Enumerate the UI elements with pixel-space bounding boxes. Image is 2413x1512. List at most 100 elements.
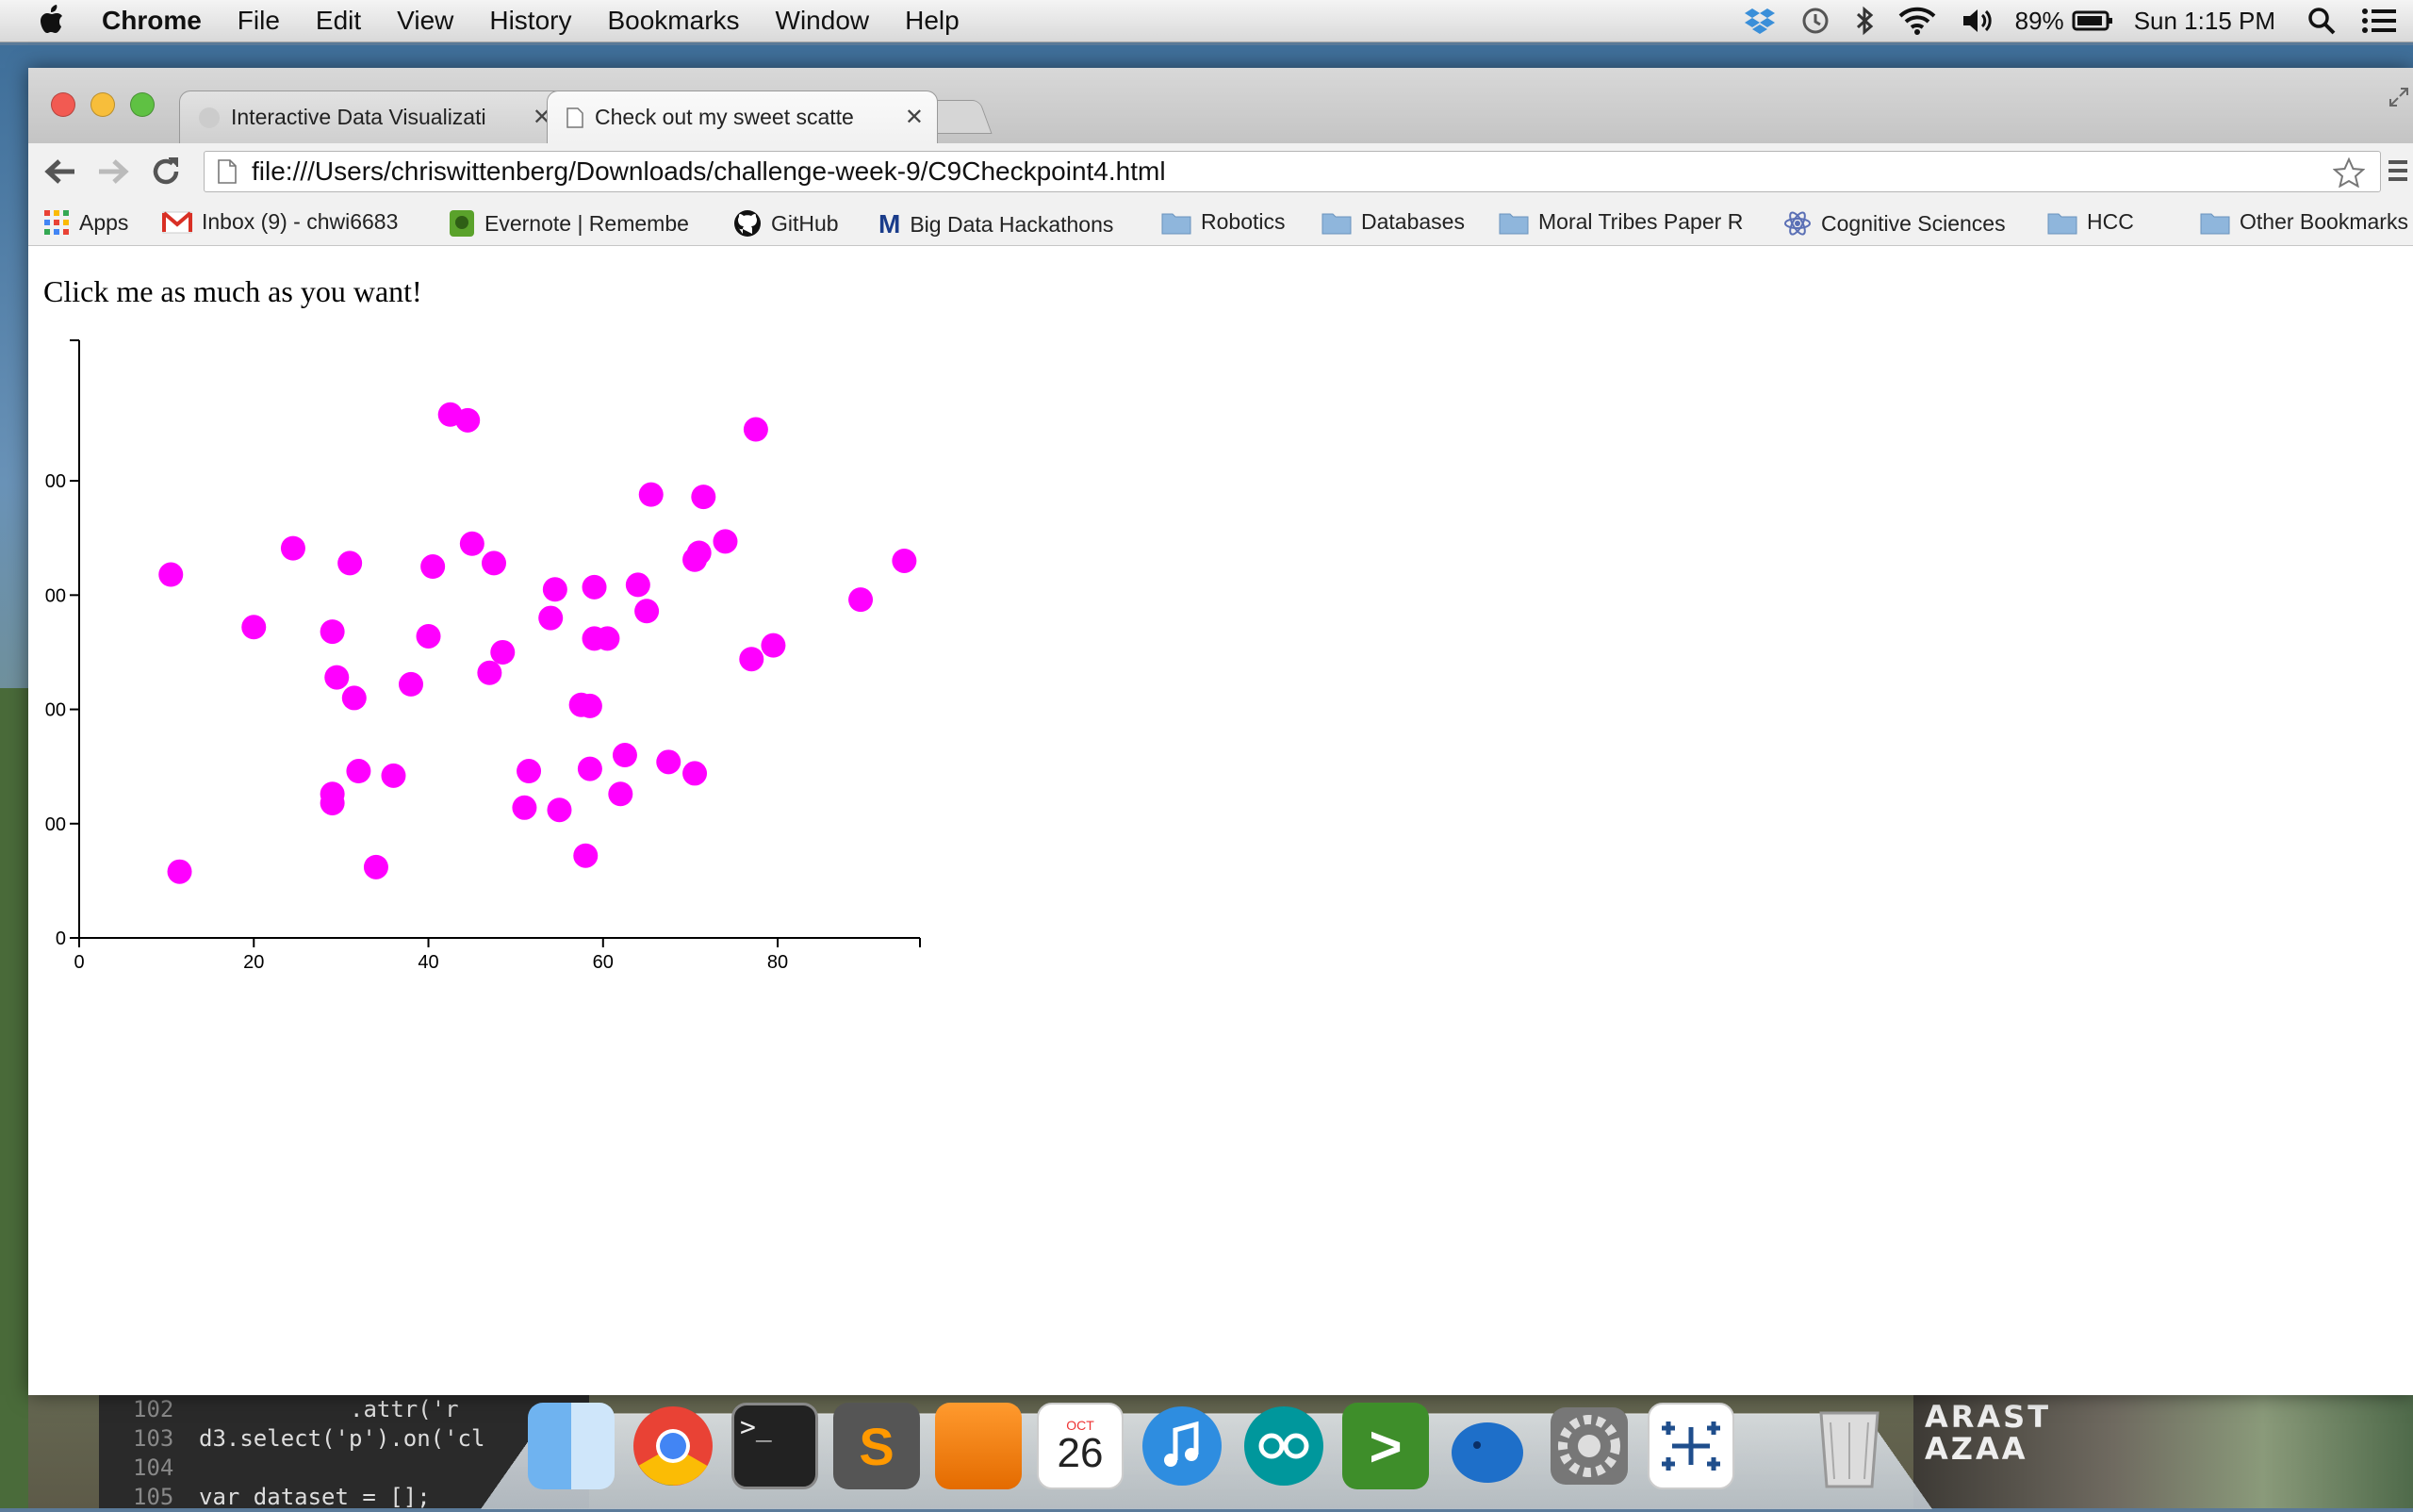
back-button[interactable]	[41, 153, 79, 190]
y-tick-label: 00	[45, 585, 66, 606]
x-tick-label: 80	[767, 952, 788, 973]
bookmark-robotics[interactable]: Robotics	[1161, 209, 1285, 235]
bookmark-other[interactable]: Other Bookmarks	[2200, 209, 2408, 235]
line-number: 104	[133, 1454, 199, 1483]
gmail-icon	[162, 211, 192, 234]
window-controls	[51, 92, 170, 117]
scatter-point	[517, 759, 541, 783]
tab-scatterplot[interactable]: Check out my sweet scatte ✕	[547, 90, 938, 143]
minimize-window-button[interactable]	[90, 92, 115, 117]
bookmark-label: Robotics	[1201, 209, 1285, 235]
scatter-point	[490, 640, 515, 665]
menu-bookmarks[interactable]: Bookmarks	[607, 6, 739, 36]
bookmark-inbox[interactable]: Inbox (9) - chwi6683	[162, 209, 398, 235]
scatter-point	[455, 408, 480, 433]
x-tick-label: 0	[74, 952, 84, 973]
battery-percent[interactable]: 89%	[2015, 7, 2064, 36]
bookmark-label: HCC	[2087, 209, 2134, 235]
y-tick-label: 00	[45, 814, 66, 835]
scatter-point	[608, 781, 632, 806]
tableau-icon[interactable]	[1648, 1403, 1734, 1489]
scatter-point	[543, 577, 567, 601]
bookmark-databases[interactable]: Databases	[1321, 209, 1465, 235]
chrome-menu-icon[interactable]	[2385, 158, 2413, 188]
banner-text: ARAST AZAA	[1925, 1401, 2051, 1465]
spotlight-icon[interactable]	[2307, 7, 2336, 35]
scatter-point	[626, 572, 650, 597]
bookmark-label: Apps	[79, 210, 128, 236]
scatter-point	[578, 694, 602, 718]
terminal-icon[interactable]: >_	[731, 1403, 818, 1489]
apps-grid-icon	[43, 209, 70, 236]
background-photo: ARAST AZAA	[1913, 1395, 2413, 1508]
dropbox-icon[interactable]	[1744, 7, 1776, 35]
time-machine-icon[interactable]	[1800, 6, 1830, 36]
bookmark-moral-tribes[interactable]: Moral Tribes Paper R	[1499, 209, 1743, 235]
line-number: 103	[133, 1424, 199, 1454]
bookmark-evernote[interactable]: Evernote | Remembe	[449, 209, 689, 238]
scatter-point	[337, 551, 362, 575]
scatter-point	[595, 626, 619, 650]
close-window-button[interactable]	[51, 92, 75, 117]
scatter-point	[634, 599, 659, 623]
prompt-icon[interactable]: >	[1342, 1403, 1429, 1489]
evernote-elephant-icon[interactable]	[1444, 1403, 1531, 1489]
menu-edit[interactable]: Edit	[316, 6, 361, 36]
scatterplot: 0 20 40 60 80000000000	[28, 246, 971, 1000]
scatter-point	[578, 757, 602, 781]
page-icon	[566, 107, 583, 128]
x-tick-label: 40	[418, 952, 438, 973]
menu-window[interactable]: Window	[776, 6, 870, 36]
chrome-icon[interactable]	[630, 1403, 716, 1489]
dock: >_ S OCT 26 >	[528, 1384, 1908, 1489]
status-area: 89% Sun 1:15 PM	[1719, 0, 2413, 41]
bookmark-github[interactable]: GitHub	[733, 209, 839, 238]
address-url[interactable]: file:///Users/chriswittenberg/Downloads/…	[252, 156, 1166, 187]
menu-help[interactable]: Help	[905, 6, 960, 36]
bookmark-cognitive-sciences[interactable]: Cognitive Sciences	[1783, 209, 2006, 238]
menu-history[interactable]: History	[489, 6, 571, 36]
wifi-icon[interactable]	[1898, 7, 1936, 35]
calendar-icon[interactable]: OCT 26	[1037, 1403, 1124, 1489]
scatter-point	[417, 624, 441, 649]
notification-center-icon[interactable]	[2362, 7, 2396, 35]
volume-icon[interactable]	[1961, 7, 1994, 35]
bluetooth-icon[interactable]	[1855, 6, 1874, 36]
scatter-point	[538, 606, 563, 631]
bookmark-big-data[interactable]: M Big Data Hackathons	[878, 209, 1113, 239]
arduino-icon[interactable]	[1240, 1403, 1327, 1489]
bookmark-apps[interactable]: Apps	[43, 209, 128, 236]
trash-icon[interactable]	[1806, 1403, 1893, 1489]
menu-app-name[interactable]: Chrome	[102, 6, 202, 36]
bookmark-star-icon[interactable]	[2333, 157, 2365, 194]
line-number: 102	[133, 1395, 199, 1424]
y-tick-label: 00	[45, 471, 66, 492]
fullscreen-icon[interactable]	[2388, 87, 2409, 112]
battery-icon[interactable]	[2072, 9, 2113, 32]
menubar-clock[interactable]: Sun 1:15 PM	[2134, 7, 2275, 36]
folder-icon	[2200, 210, 2230, 235]
forward-button[interactable]	[94, 153, 132, 190]
sublime-text-icon[interactable]: S	[833, 1403, 920, 1489]
zoom-window-button[interactable]	[130, 92, 155, 117]
tab-interactive-data-visualization[interactable]: Interactive Data Visualizati ✕	[179, 90, 566, 143]
menu-file[interactable]: File	[238, 6, 280, 36]
itunes-icon[interactable]	[1139, 1403, 1225, 1489]
bookmarks-bar: Apps Inbox (9) - chwi6683 Evernote | Rem…	[28, 200, 2413, 246]
tab-strip: Interactive Data Visualizati ✕ Check out…	[28, 68, 2413, 143]
bookmark-hcc[interactable]: HCC	[2047, 209, 2134, 235]
scatter-point	[573, 844, 598, 868]
scatter-point	[364, 855, 388, 879]
menu-view[interactable]: View	[397, 6, 453, 36]
reload-button[interactable]	[147, 153, 185, 190]
address-bar[interactable]: file:///Users/chriswittenberg/Downloads/…	[204, 151, 2381, 192]
pages-icon[interactable]	[935, 1403, 1022, 1489]
scatter-point	[744, 418, 768, 442]
tab-title: Check out my sweet scatte	[595, 105, 854, 130]
close-tab-icon[interactable]: ✕	[905, 104, 924, 131]
system-preferences-icon[interactable]	[1546, 1403, 1633, 1489]
scatter-point	[682, 761, 707, 785]
bookmark-label: Evernote | Remembe	[484, 211, 689, 237]
finder-icon[interactable]	[528, 1403, 615, 1489]
apple-icon[interactable]	[32, 2, 70, 40]
